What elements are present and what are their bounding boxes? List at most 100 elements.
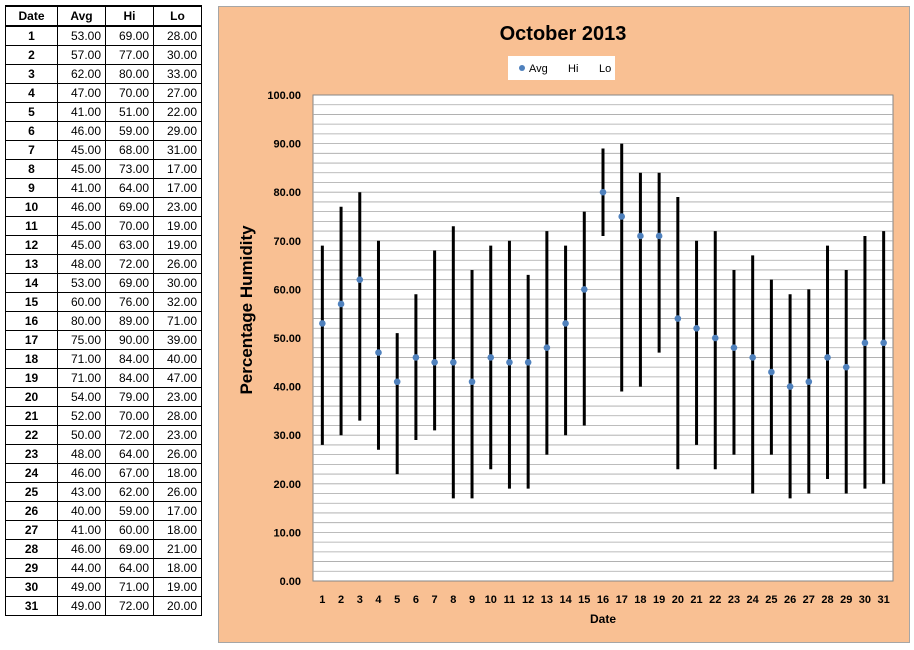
cell-lo: 28.00 xyxy=(153,25,202,46)
cell-avg: 53.00 xyxy=(57,25,106,46)
table-row: 29 44.00 64.00 18.00 xyxy=(5,558,202,578)
avg-point xyxy=(393,378,401,386)
avg-point xyxy=(487,354,495,361)
cell-lo: 26.00 xyxy=(153,254,202,274)
cell-date: 10 xyxy=(5,197,58,217)
cell-lo: 19.00 xyxy=(153,577,202,597)
cell-date: 30 xyxy=(5,577,58,597)
cell-lo: 39.00 xyxy=(153,330,202,350)
table-row: 13 48.00 72.00 26.00 xyxy=(5,254,202,274)
table-row: 31 49.00 72.00 20.00 xyxy=(5,596,202,616)
table-row: 7 45.00 68.00 31.00 xyxy=(5,140,202,160)
table-row: 1 53.00 69.00 28.00 xyxy=(5,25,202,46)
cell-lo: 17.00 xyxy=(153,178,202,198)
cell-date: 23 xyxy=(5,444,58,464)
cell-avg: 41.00 xyxy=(57,102,106,122)
cell-date: 22 xyxy=(5,425,58,445)
cell-avg: 46.00 xyxy=(57,121,106,141)
avg-point xyxy=(842,363,850,371)
cell-avg: 41.00 xyxy=(57,178,106,198)
table-row: 5 41.00 51.00 22.00 xyxy=(5,102,202,122)
column-header-hi: Hi xyxy=(105,5,154,27)
cell-hi: 89.00 xyxy=(105,311,154,331)
x-tick-label: 18 xyxy=(634,594,646,606)
cell-date: 12 xyxy=(5,235,58,255)
table-row: 11 45.00 70.00 19.00 xyxy=(5,216,202,236)
table-row: 21 52.00 70.00 28.00 xyxy=(5,406,202,426)
x-tick-label: 15 xyxy=(578,594,590,606)
cell-avg: 53.00 xyxy=(57,273,106,293)
table-row: 23 48.00 64.00 26.00 xyxy=(5,444,202,464)
y-axis-ticks: 0.00 10.00 20.00 30.00 40.00 50.00 60.00 70.00 8… xyxy=(267,90,301,588)
x-tick-label: 4 xyxy=(375,594,382,606)
cell-hi: 69.00 xyxy=(105,25,154,46)
x-tick-label: 14 xyxy=(559,594,572,606)
cell-date: 11 xyxy=(5,216,58,236)
avg-point xyxy=(580,286,588,293)
x-tick-label: 1 xyxy=(319,594,325,606)
table-row: 30 49.00 71.00 19.00 xyxy=(5,577,202,597)
cell-lo: 21.00 xyxy=(153,539,202,559)
x-axis-title: Date xyxy=(590,612,616,626)
table-row: 27 41.00 60.00 18.00 xyxy=(5,520,202,540)
humidity-chart: October 2013 Avg Hi Lo Percentage Humidi… xyxy=(218,6,910,643)
avg-point xyxy=(375,349,382,356)
cell-hi: 90.00 xyxy=(105,330,154,350)
cell-avg: 41.00 xyxy=(57,520,106,540)
cell-date: 24 xyxy=(5,463,58,483)
y-tick-label: 60.00 xyxy=(273,284,301,296)
cell-date: 4 xyxy=(5,83,58,103)
x-tick-label: 23 xyxy=(728,594,740,606)
avg-point xyxy=(655,232,663,240)
x-tick-label: 5 xyxy=(394,594,400,606)
cell-avg: 45.00 xyxy=(57,159,106,179)
cell-lo: 32.00 xyxy=(153,292,202,312)
cell-hi: 70.00 xyxy=(105,216,154,236)
y-tick-label: 10.00 xyxy=(273,527,301,539)
cell-avg: 47.00 xyxy=(57,83,106,103)
cell-date: 13 xyxy=(5,254,58,274)
avg-point xyxy=(693,324,700,332)
cell-avg: 45.00 xyxy=(57,140,106,160)
x-tick-label: 20 xyxy=(672,594,684,606)
x-tick-label: 31 xyxy=(878,594,890,606)
x-tick-label: 6 xyxy=(413,594,419,606)
cell-lo: 33.00 xyxy=(153,64,202,84)
avg-point xyxy=(562,320,569,327)
y-tick-label: 70.00 xyxy=(273,236,301,248)
x-tick-label: 28 xyxy=(821,594,833,606)
cell-date: 25 xyxy=(5,482,58,502)
table-header-row: Date Avg Hi Lo xyxy=(5,5,202,27)
cell-avg: 45.00 xyxy=(57,235,106,255)
x-tick-label: 2 xyxy=(338,594,344,606)
cell-date: 7 xyxy=(5,140,58,160)
cell-lo: 18.00 xyxy=(153,520,202,540)
cell-hi: 72.00 xyxy=(105,596,154,616)
y-tick-label: 20.00 xyxy=(273,479,301,491)
avg-point xyxy=(711,334,719,342)
cell-lo: 20.00 xyxy=(153,596,202,616)
cell-hi: 73.00 xyxy=(105,159,154,179)
cell-lo: 47.00 xyxy=(153,368,202,388)
cell-hi: 76.00 xyxy=(105,292,154,312)
legend-label-lo: Lo xyxy=(599,63,611,75)
cell-lo: 17.00 xyxy=(153,159,202,179)
cell-avg: 48.00 xyxy=(57,444,106,464)
x-tick-label: 19 xyxy=(653,594,665,606)
cell-lo: 19.00 xyxy=(153,216,202,236)
cell-date: 27 xyxy=(5,520,58,540)
cell-date: 9 xyxy=(5,178,58,198)
cell-lo: 18.00 xyxy=(153,558,202,578)
x-tick-label: 25 xyxy=(765,594,777,606)
table-row: 28 46.00 69.00 21.00 xyxy=(5,539,202,559)
humidity-data-table: Date Avg Hi Lo 1 53.00 69.00 28.00 2 57.00 77.… xyxy=(5,5,202,616)
avg-point xyxy=(768,368,775,376)
x-tick-label: 12 xyxy=(522,594,534,606)
avg-point xyxy=(599,188,607,196)
cell-hi: 69.00 xyxy=(105,539,154,559)
cell-date: 28 xyxy=(5,539,58,559)
avg-point xyxy=(412,354,420,361)
cell-hi: 79.00 xyxy=(105,387,154,407)
x-tick-label: 16 xyxy=(597,594,609,606)
cell-lo: 30.00 xyxy=(153,45,202,65)
